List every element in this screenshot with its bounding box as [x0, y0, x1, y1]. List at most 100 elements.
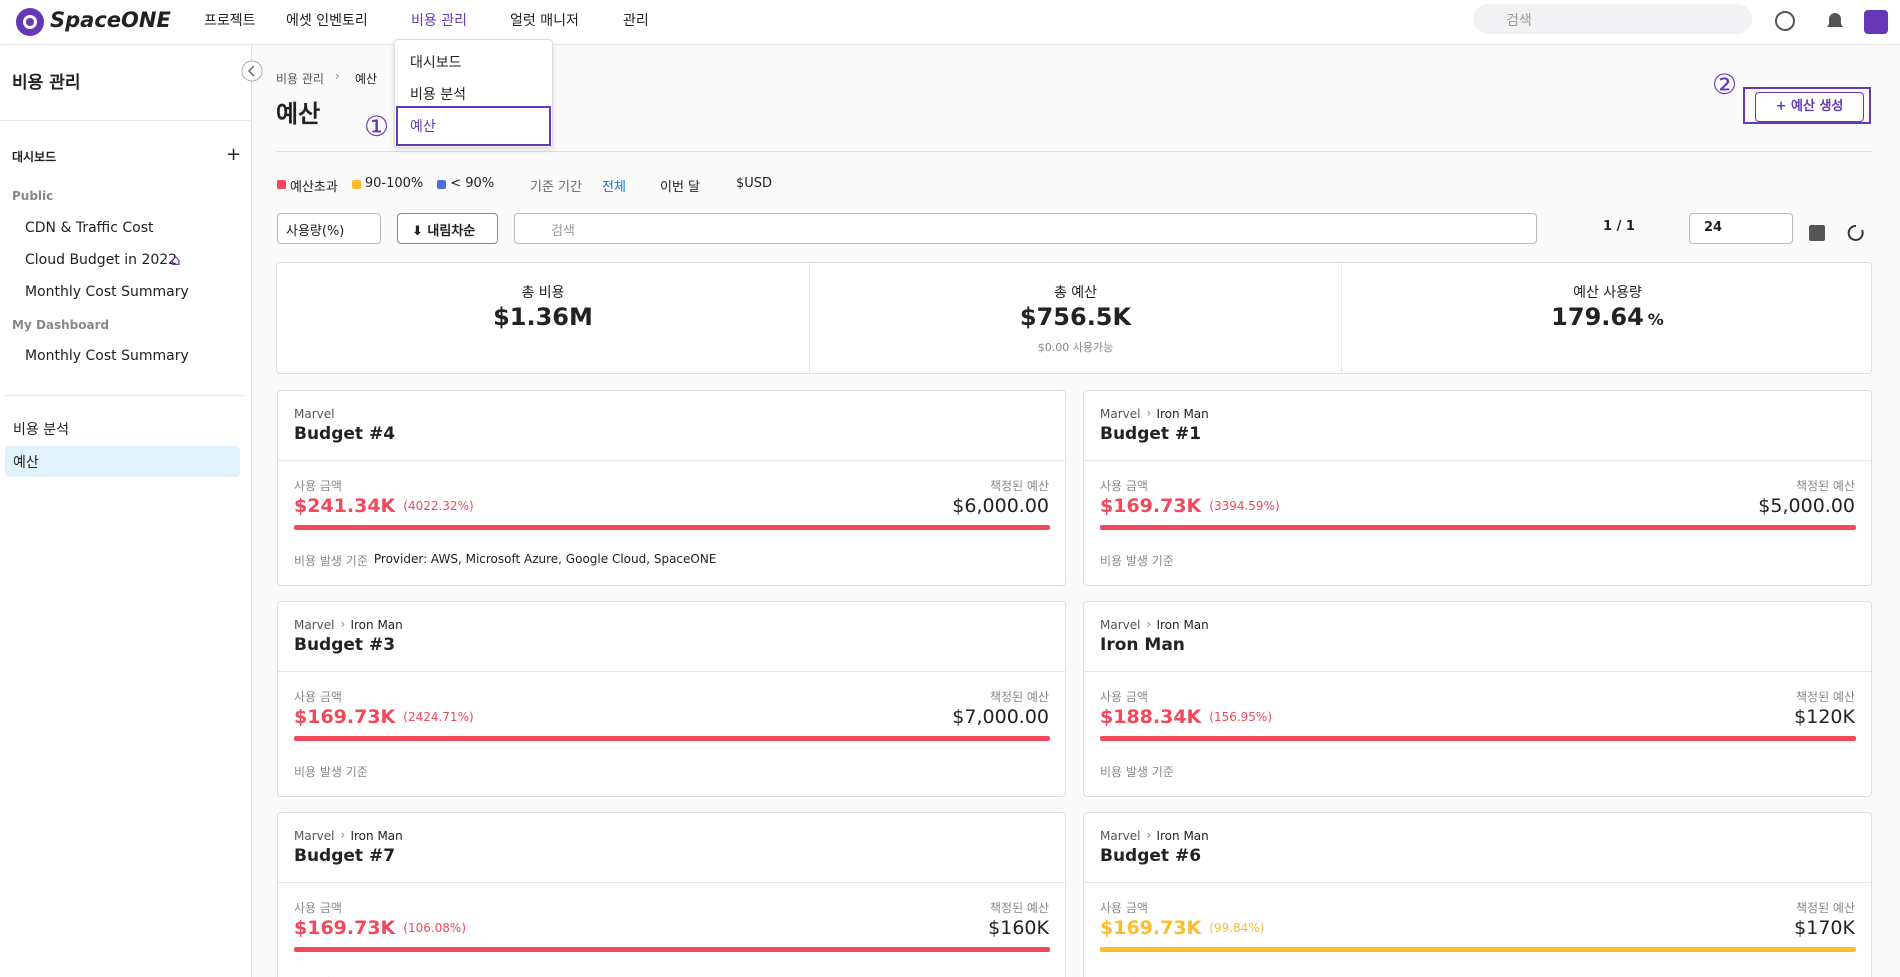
card-divider — [278, 671, 1065, 672]
highlight-box — [1743, 87, 1871, 124]
toolbar-search[interactable]: 검색 — [514, 213, 1537, 244]
collapse-button[interactable] — [241, 60, 263, 82]
nav-item[interactable]: 얼럿 매니저 — [510, 13, 579, 29]
breadcrumb[interactable]: 비용 관리 — [276, 72, 324, 86]
sidebar-item[interactable]: Monthly Cost Summary — [25, 284, 189, 300]
used-percent: (99.84%) — [1209, 921, 1265, 935]
used-label: 사용 금액 — [294, 479, 342, 493]
page-title: 예산 — [276, 100, 321, 128]
criterion-label: 비용 발생 기준 — [294, 554, 368, 568]
sidebar-menu[interactable]: 비용 분석 — [13, 422, 69, 438]
sidebar-item[interactable]: CDN & Traffic Cost — [25, 220, 154, 236]
budget-name: Budget #6 — [1100, 846, 1202, 866]
path-sep: › — [340, 617, 346, 631]
summary-col: 총 비용 $1.36M — [277, 263, 809, 373]
add-button[interactable]: + — [226, 144, 242, 165]
criterion: Provider: AWS, Microsoft Azure, Google C… — [373, 552, 717, 566]
sidebar-item[interactable]: Cloud Budget in 2022 — [25, 252, 178, 268]
budget-name: Iron Man — [1100, 635, 1185, 655]
progress-bar — [294, 525, 1050, 530]
path-item: Iron Man — [1156, 407, 1209, 421]
divider — [276, 151, 1872, 152]
used-amount: $169.73K — [294, 917, 396, 939]
used-label: 사용 금액 — [294, 901, 342, 915]
summary-value: $1.36M — [277, 303, 809, 331]
budget-name: Budget #1 — [1100, 424, 1202, 444]
used-percent: (3394.59%) — [1209, 499, 1280, 513]
summary-value: $756.5K — [810, 303, 1341, 331]
nav-item[interactable]: 에셋 인벤토리 — [286, 13, 368, 29]
dropdown-item[interactable]: 비용 분석 — [410, 87, 466, 103]
dropdown-item[interactable]: 예산 — [410, 119, 436, 135]
progress-bar — [1100, 947, 1856, 952]
card-divider — [278, 882, 1065, 883]
pagination: 1 / 1 — [1603, 219, 1635, 234]
summary-number: $1.36M — [493, 303, 593, 331]
search-box[interactable] — [1473, 4, 1752, 34]
budget-amount: $5,000.00 — [1758, 495, 1855, 517]
path-item: Marvel — [1100, 829, 1141, 843]
budget-label: 책정된 예산 — [1795, 690, 1855, 704]
nav-item[interactable]: 프로젝트 — [204, 13, 256, 29]
path-item: Iron Man — [350, 829, 403, 843]
create-button[interactable]: + 예산 생성 — [1755, 92, 1864, 122]
summary-col: 예산 사용량 179.64% — [1341, 263, 1873, 373]
path-sep: › — [1146, 406, 1152, 420]
breadcrumb: 예산 — [355, 72, 378, 86]
header-icons[interactable] — [1772, 9, 1892, 35]
path-item: Marvel — [1100, 407, 1141, 421]
summary-label: 총 비용 — [521, 285, 565, 301]
dropdown-item[interactable]: 대시보드 — [410, 55, 462, 71]
card-divider — [1084, 882, 1871, 883]
progress-bar — [294, 947, 1050, 952]
sidebar-item[interactable]: Monthly Cost Summary — [25, 348, 189, 364]
summary-col: 총 예산 $756.5K $0.00 사용가능 — [809, 263, 1341, 373]
budget-card[interactable]: Marvel › Iron Man Budget #7 사용 금액 $169.73K (10… — [277, 812, 1066, 977]
currency-select[interactable]: $USD — [736, 176, 773, 191]
used-amount: $241.34K — [294, 495, 396, 517]
budget-name: Budget #7 — [294, 846, 396, 866]
toolbar-icons[interactable] — [1807, 222, 1867, 244]
budget-card[interactable]: Marvel › Iron Man Budget #6 사용 금액 $169.73K (99… — [1083, 812, 1872, 977]
sort-select[interactable]: 사용량(%) — [277, 213, 381, 244]
logo-text: SpaceONE — [50, 8, 171, 32]
legend-swatch — [437, 180, 447, 189]
card-divider — [1084, 671, 1871, 672]
used-amount: $169.73K — [1100, 917, 1202, 939]
logo-icon — [16, 8, 44, 36]
period-option[interactable]: 전체 — [602, 180, 626, 195]
summary-label: 총 예산 — [1053, 285, 1098, 301]
page-size[interactable]: 24 — [1689, 213, 1793, 244]
progress-bar — [1100, 525, 1856, 530]
used-percent: (156.95%) — [1209, 710, 1273, 724]
summary-number: 179.64 — [1551, 303, 1644, 331]
path-item: Iron Man — [1156, 618, 1209, 632]
budget-card[interactable]: Marvel › Iron Man Iron Man 사용 금액 $188.34K (156… — [1083, 601, 1872, 797]
criterion-label: 비용 발생 기준 — [294, 765, 368, 779]
legend-swatch — [277, 180, 286, 189]
legend-label: < 90% — [450, 176, 495, 191]
nav-item[interactable]: 관리 — [623, 13, 649, 29]
budget-card[interactable]: Marvel Budget #4 사용 금액 $241.34K (4022.32%) 책정… — [277, 390, 1066, 586]
budget-amount: $160K — [988, 917, 1049, 939]
sort-order[interactable]: ⬇ 내림차순 — [397, 213, 498, 244]
annotation: ① — [364, 110, 390, 143]
path-item: Iron Man — [1156, 829, 1209, 843]
legend-label: 예산초과 — [290, 180, 338, 195]
budget-card[interactable]: Marvel › Iron Man Budget #1 사용 금액 $169.73K (33… — [1083, 390, 1872, 586]
budget-card[interactable]: Marvel › Iron Man Budget #3 사용 금액 $169.73K (24… — [277, 601, 1066, 797]
search-placeholder: 검색 — [1506, 13, 1532, 29]
budget-label: 책정된 예산 — [1795, 479, 1855, 493]
sidebar-menu[interactable]: 예산 — [13, 455, 39, 471]
budget-label: 책정된 예산 — [989, 901, 1049, 915]
breadcrumb-sep: › — [335, 69, 340, 83]
path-sep: › — [1146, 828, 1152, 842]
nav-item[interactable]: 비용 관리 — [411, 13, 467, 29]
period-option[interactable]: 이번 달 — [660, 180, 701, 195]
path-sep: › — [340, 828, 346, 842]
progress-bar — [1100, 736, 1856, 741]
divider — [0, 120, 252, 121]
budget-amount: $170K — [1794, 917, 1855, 939]
card-divider — [1084, 460, 1871, 461]
